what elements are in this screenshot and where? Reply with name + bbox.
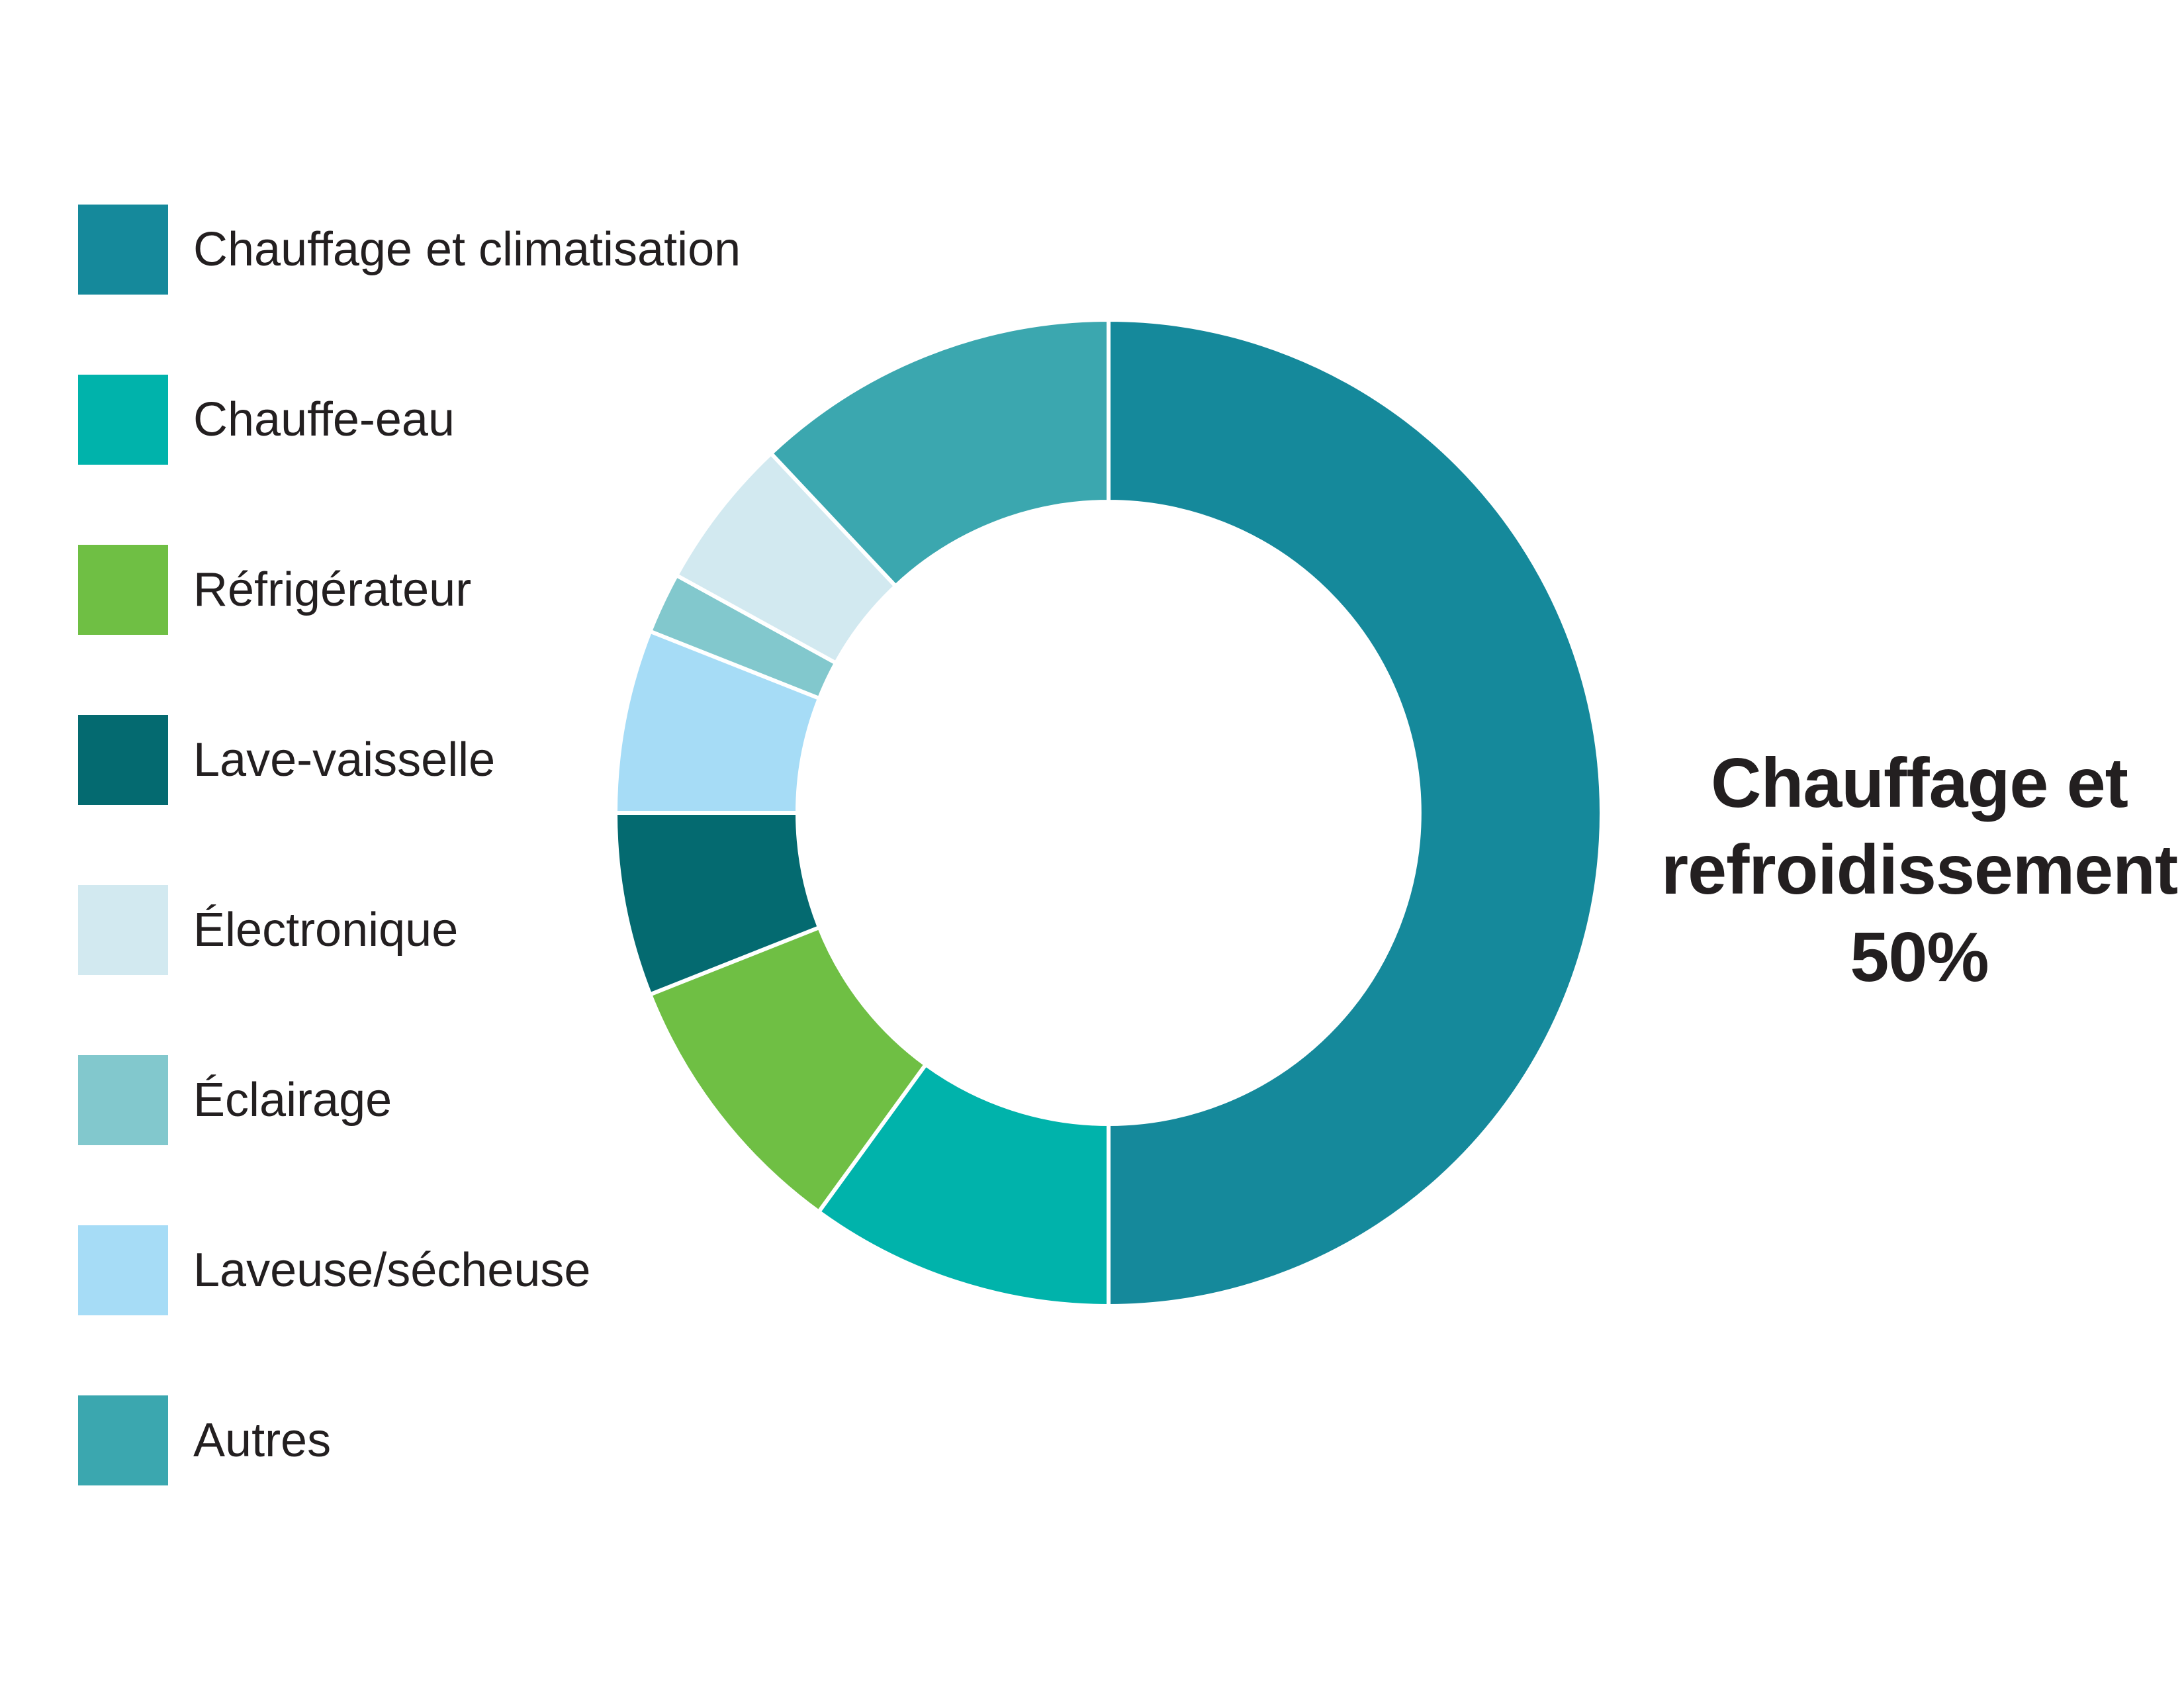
legend-swatch-icon [78, 1055, 168, 1145]
legend-item-refrigerateur: Réfrigérateur [78, 545, 741, 635]
legend-swatch-icon [78, 715, 168, 805]
legend-item-lave-vaisselle: Lave-vaisselle [78, 715, 741, 805]
legend-item-eclairage: Éclairage [78, 1055, 741, 1145]
donut-slice-0 [1107, 317, 1604, 1309]
legend-swatch-icon [78, 885, 168, 975]
callout-line-3: 50% [1850, 917, 1989, 996]
legend-label: Chauffage et climatisation [193, 223, 741, 276]
callout-largest-slice-label: Chauffage et refroidissement 50% [1608, 740, 2184, 1001]
legend-label: Autres [193, 1414, 332, 1467]
legend-label: Électronique [193, 904, 459, 957]
legend-label: Laveuse/sécheuse [193, 1244, 591, 1297]
legend-swatch-icon [78, 1225, 168, 1315]
legend-item-chauffe-eau: Chauffe-eau [78, 375, 741, 465]
legend-label: Lave-vaisselle [193, 733, 496, 786]
legend-label: Chauffe-eau [193, 393, 455, 446]
legend-swatch-icon [78, 545, 168, 635]
legend-item-autres: Autres [78, 1395, 741, 1485]
donut-slice-7 [768, 317, 1111, 589]
callout-line-2: refroidissement [1661, 831, 2178, 910]
legend-swatch-icon [78, 375, 168, 465]
legend-swatch-icon [78, 205, 168, 295]
legend: Chauffage et climatisation Chauffe-eau R… [78, 205, 741, 1566]
legend-label: Éclairage [193, 1074, 392, 1127]
legend-item-laveuse-secheuse: Laveuse/sécheuse [78, 1225, 741, 1315]
legend-swatch-icon [78, 1395, 168, 1485]
callout-line-1: Chauffage et [1711, 744, 2128, 822]
legend-label: Réfrigérateur [193, 563, 472, 616]
legend-item-chauffage-et-climatisation: Chauffage et climatisation [78, 205, 741, 295]
legend-item-electronique: Électronique [78, 885, 741, 975]
